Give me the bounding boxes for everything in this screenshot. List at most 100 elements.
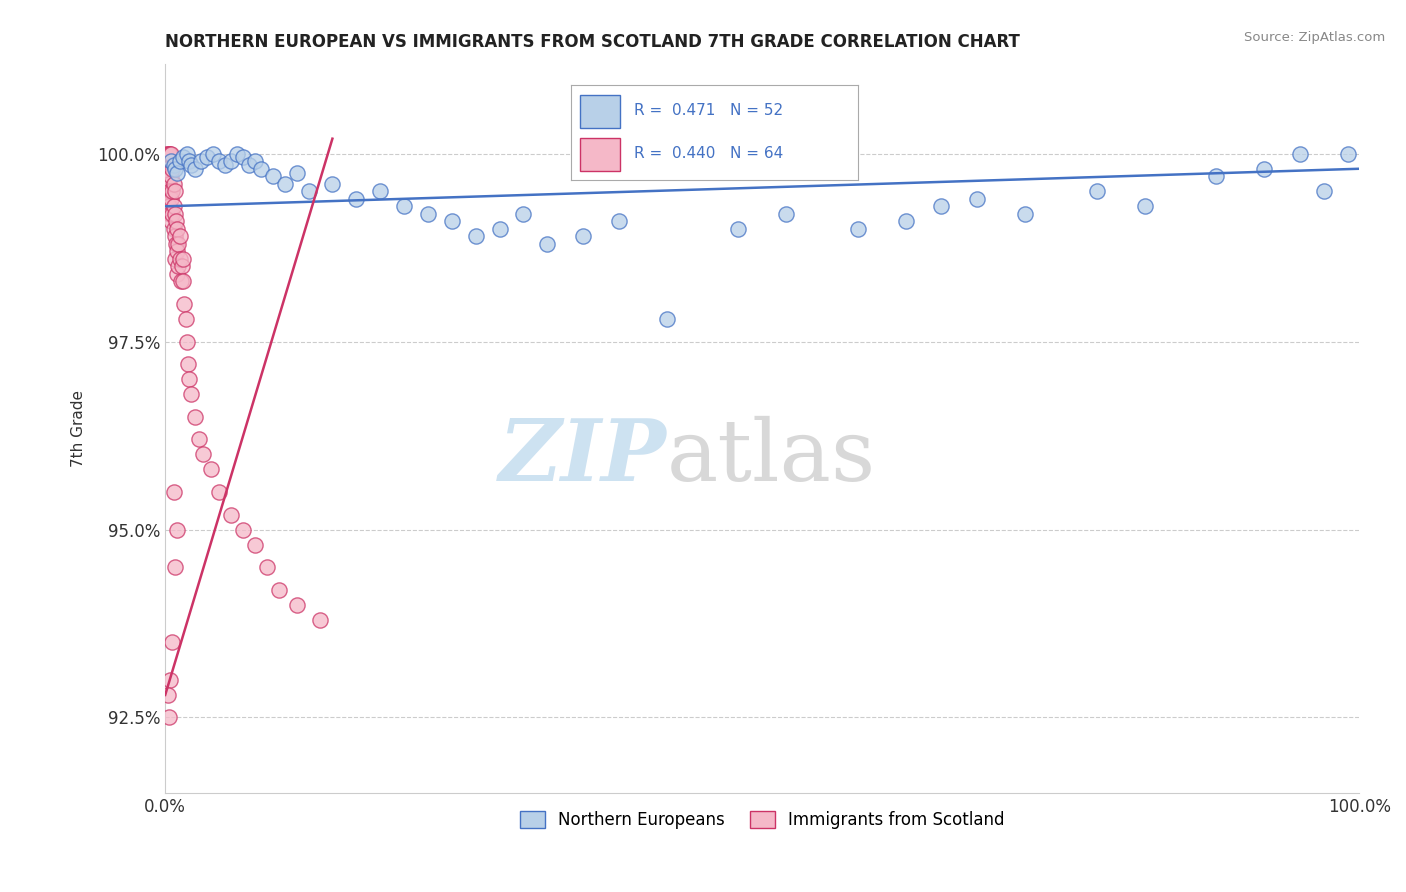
Point — [159, 146, 181, 161]
Point — [184, 161, 207, 176]
Point — [162, 207, 184, 221]
Point — [464, 229, 486, 244]
Point — [1288, 146, 1310, 161]
Point — [262, 169, 284, 184]
Point — [309, 613, 332, 627]
Point — [219, 154, 242, 169]
Point — [162, 177, 184, 191]
Point — [846, 222, 869, 236]
Point — [440, 214, 463, 228]
Point — [169, 252, 191, 266]
Point — [162, 485, 184, 500]
Point — [607, 214, 630, 228]
Text: atlas: atlas — [666, 416, 876, 499]
Point — [232, 151, 254, 165]
Point — [177, 154, 200, 169]
Point — [225, 146, 247, 161]
Point — [232, 523, 254, 537]
Text: ZIP: ZIP — [499, 416, 666, 499]
Y-axis label: 7th Grade: 7th Grade — [72, 390, 86, 467]
Point — [966, 192, 988, 206]
Point — [156, 192, 179, 206]
Point — [176, 334, 198, 349]
Point — [195, 151, 218, 165]
Point — [162, 161, 184, 176]
Point — [219, 508, 242, 522]
Point — [173, 297, 195, 311]
Point — [162, 184, 184, 198]
Point — [655, 312, 678, 326]
Point — [285, 598, 308, 612]
Point — [172, 275, 194, 289]
Legend: Northern Europeans, Immigrants from Scotland: Northern Europeans, Immigrants from Scot… — [513, 804, 1011, 836]
Point — [167, 260, 190, 274]
Point — [176, 146, 198, 161]
Point — [167, 236, 190, 251]
Point — [536, 236, 558, 251]
Point — [1312, 184, 1334, 198]
Point — [159, 184, 181, 198]
Point — [162, 199, 184, 213]
Point — [1014, 207, 1036, 221]
Point — [214, 158, 236, 172]
Point — [894, 214, 917, 228]
Point — [238, 158, 260, 172]
Point — [1336, 146, 1358, 161]
Point — [155, 161, 177, 176]
Point — [512, 207, 534, 221]
Point — [180, 387, 202, 401]
Point — [416, 207, 439, 221]
Point — [157, 177, 180, 191]
Point — [160, 169, 183, 184]
Point — [160, 154, 183, 169]
Point — [166, 165, 188, 179]
Point — [392, 199, 415, 213]
Point — [1205, 169, 1227, 184]
Point — [157, 146, 180, 161]
Point — [156, 169, 179, 184]
Point — [1085, 184, 1108, 198]
Point — [267, 582, 290, 597]
Point — [157, 199, 180, 213]
Point — [184, 409, 207, 424]
Text: Source: ZipAtlas.com: Source: ZipAtlas.com — [1244, 31, 1385, 45]
Point — [727, 222, 749, 236]
Point — [201, 146, 224, 161]
Point — [160, 192, 183, 206]
Point — [172, 151, 194, 165]
Point — [163, 560, 186, 574]
Point — [187, 433, 209, 447]
Point — [170, 260, 193, 274]
Point — [249, 161, 271, 176]
Point — [156, 688, 179, 702]
Point — [163, 161, 186, 176]
Point — [297, 184, 319, 198]
Point — [208, 154, 231, 169]
Point — [931, 199, 953, 213]
Point — [165, 214, 187, 228]
Point — [165, 236, 187, 251]
Point — [1253, 161, 1275, 176]
Point — [177, 357, 200, 371]
Point — [169, 154, 191, 169]
Point — [1133, 199, 1156, 213]
Point — [285, 165, 308, 179]
Point — [273, 177, 295, 191]
Point — [163, 184, 186, 198]
Point — [155, 184, 177, 198]
Point — [344, 192, 367, 206]
Point — [190, 154, 212, 169]
Point — [200, 462, 222, 476]
Point — [256, 560, 278, 574]
Point — [166, 222, 188, 236]
Point — [162, 222, 184, 236]
Point — [159, 207, 181, 221]
Point — [775, 207, 797, 221]
Point — [174, 312, 197, 326]
Text: NORTHERN EUROPEAN VS IMMIGRANTS FROM SCOTLAND 7TH GRADE CORRELATION CHART: NORTHERN EUROPEAN VS IMMIGRANTS FROM SCO… — [166, 33, 1021, 51]
Point — [159, 673, 181, 687]
Point — [488, 222, 510, 236]
Point — [162, 158, 184, 172]
Point — [163, 252, 186, 266]
Point — [163, 207, 186, 221]
